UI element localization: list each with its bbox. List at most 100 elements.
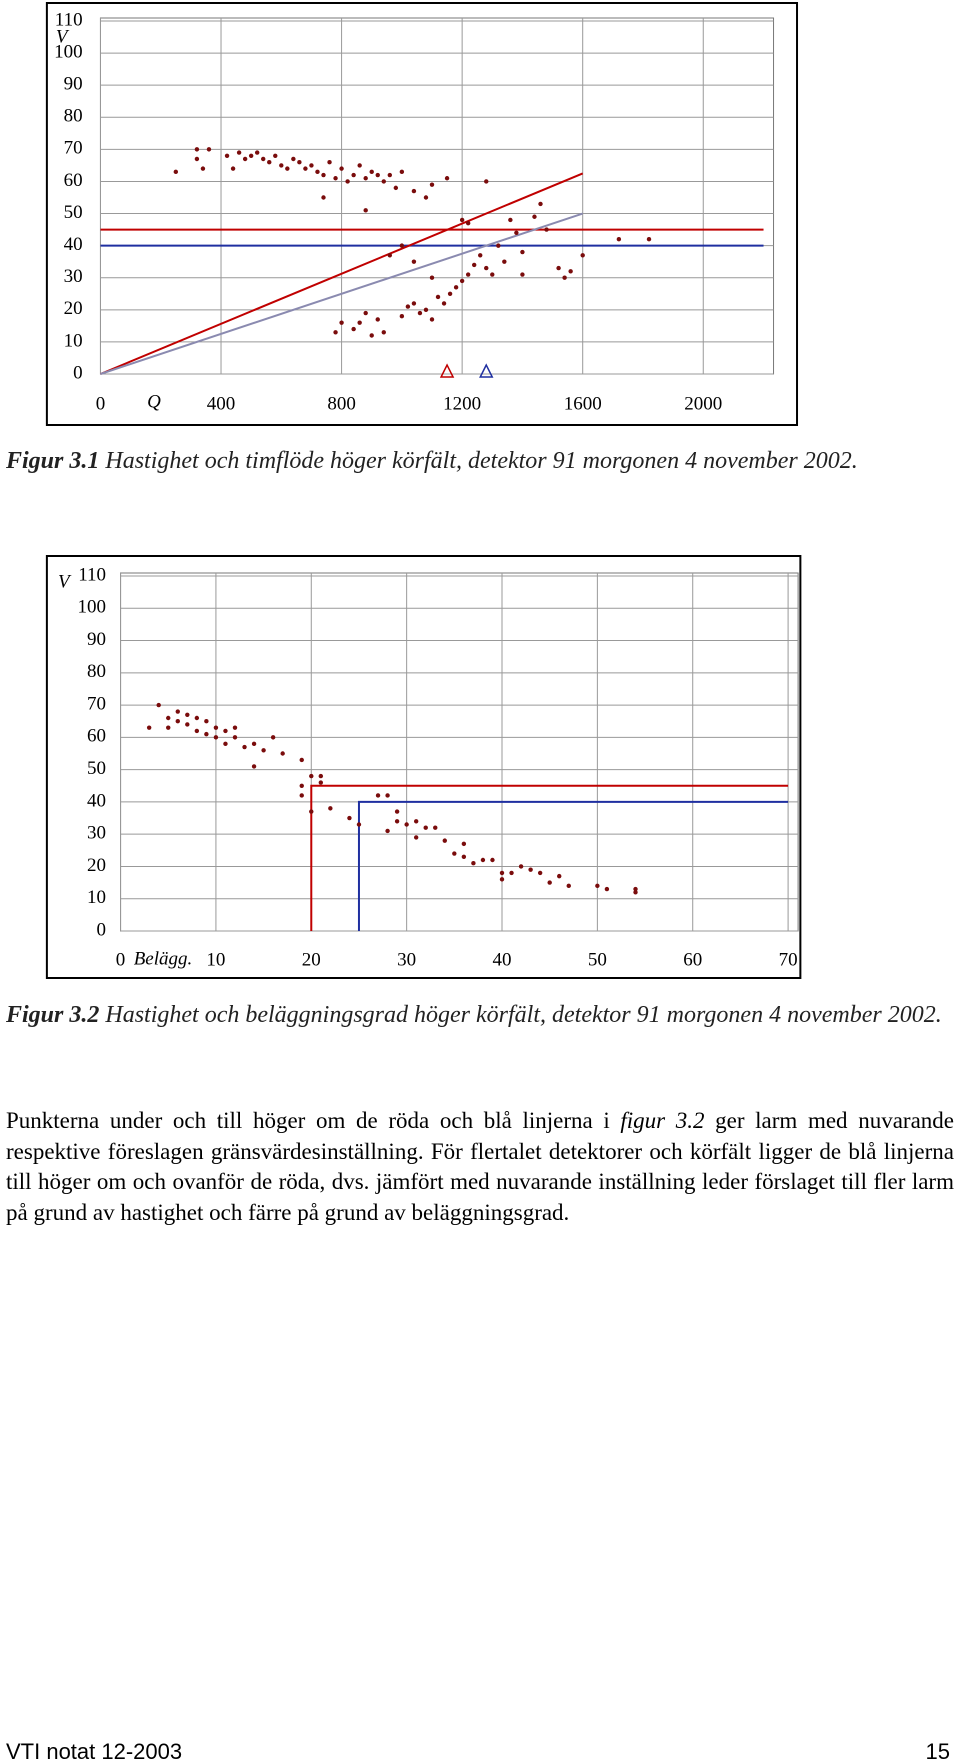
point bbox=[333, 330, 338, 335]
x-tick-label: 2000 bbox=[684, 393, 722, 414]
text: Punkterna under och till höger om de röd… bbox=[6, 1108, 621, 1133]
point bbox=[508, 217, 513, 223]
point bbox=[351, 172, 356, 178]
point bbox=[556, 265, 561, 271]
y-tick-label: 70 bbox=[87, 693, 106, 714]
point bbox=[194, 156, 200, 162]
point bbox=[347, 815, 352, 821]
point bbox=[595, 883, 600, 889]
point bbox=[452, 851, 457, 856]
point bbox=[223, 728, 228, 734]
chart-frame bbox=[45, 555, 802, 979]
point bbox=[339, 320, 344, 325]
paragraph: Punkterna under och till höger om de röd… bbox=[6, 1106, 954, 1228]
point bbox=[200, 166, 206, 171]
point bbox=[490, 272, 495, 277]
point bbox=[363, 176, 368, 181]
point bbox=[204, 719, 209, 724]
x-tick-label: 50 bbox=[588, 949, 607, 970]
point bbox=[156, 702, 161, 708]
point bbox=[363, 208, 368, 213]
point bbox=[270, 735, 276, 740]
point bbox=[484, 179, 489, 184]
point bbox=[465, 220, 471, 226]
y-tick-label: 0 bbox=[97, 919, 107, 940]
point bbox=[520, 272, 525, 277]
point bbox=[429, 275, 435, 280]
point bbox=[309, 809, 314, 814]
point bbox=[166, 725, 171, 730]
figure-ref: figur 3.2 bbox=[620, 1108, 705, 1133]
y-tick-label: 10 bbox=[87, 887, 106, 908]
y-tick-label: 100 bbox=[54, 41, 83, 62]
point bbox=[502, 259, 507, 264]
point bbox=[480, 857, 486, 863]
text: ger larm med nuvarande respektive föresl… bbox=[6, 1108, 954, 1225]
y-tick-label: 110 bbox=[55, 9, 83, 30]
point bbox=[566, 883, 571, 889]
point bbox=[514, 230, 519, 235]
point bbox=[279, 163, 284, 168]
point bbox=[267, 160, 272, 165]
y-axis-label: V bbox=[58, 571, 72, 592]
point bbox=[544, 227, 549, 232]
point bbox=[547, 880, 552, 885]
point bbox=[254, 150, 260, 155]
point bbox=[185, 712, 190, 717]
point bbox=[394, 809, 400, 814]
point bbox=[633, 886, 638, 892]
point bbox=[321, 195, 326, 200]
point bbox=[261, 156, 266, 162]
point bbox=[509, 870, 514, 876]
x-axis-label: Belägg. bbox=[134, 948, 193, 969]
point bbox=[465, 272, 471, 277]
y-tick-label: 110 bbox=[78, 564, 106, 585]
x-tick-label: 30 bbox=[397, 949, 416, 970]
point bbox=[441, 301, 447, 306]
point bbox=[557, 873, 562, 879]
point bbox=[261, 748, 266, 753]
y-tick-label: 70 bbox=[64, 138, 83, 159]
point bbox=[381, 330, 386, 335]
point bbox=[230, 166, 236, 171]
page-number: 15 bbox=[925, 1739, 950, 1764]
point bbox=[453, 285, 459, 290]
x-axis-label: Q bbox=[147, 391, 161, 412]
point bbox=[318, 773, 324, 779]
point bbox=[232, 735, 238, 740]
point bbox=[242, 156, 248, 162]
caption-text: Hastighet och beläggningsgrad höger körf… bbox=[105, 1002, 942, 1028]
point bbox=[399, 314, 405, 319]
point bbox=[423, 195, 429, 200]
point bbox=[321, 172, 326, 178]
point bbox=[411, 188, 417, 194]
point bbox=[520, 249, 525, 255]
point bbox=[568, 269, 573, 274]
y-tick-label: 0 bbox=[73, 362, 83, 383]
point bbox=[185, 722, 190, 727]
point bbox=[616, 237, 622, 242]
point bbox=[405, 304, 411, 309]
point bbox=[315, 169, 320, 175]
caption: Figur 3.2 Hastighet och beläggningsgrad … bbox=[6, 1000, 954, 1030]
x-tick-label: 70 bbox=[779, 949, 798, 970]
point bbox=[478, 253, 483, 258]
y-tick-label: 50 bbox=[87, 758, 106, 779]
point bbox=[562, 275, 567, 280]
point bbox=[538, 201, 543, 207]
point bbox=[496, 243, 501, 248]
point bbox=[580, 253, 585, 258]
x-tick-label: 800 bbox=[327, 393, 356, 414]
point bbox=[303, 166, 308, 171]
x-tick-label: 20 bbox=[302, 949, 321, 970]
point bbox=[413, 819, 419, 824]
point bbox=[166, 715, 171, 721]
point bbox=[248, 153, 254, 158]
point bbox=[532, 214, 537, 219]
point bbox=[385, 793, 390, 798]
point bbox=[471, 861, 476, 866]
point bbox=[333, 176, 338, 181]
point bbox=[327, 160, 332, 165]
point bbox=[394, 819, 400, 824]
point bbox=[273, 153, 278, 158]
